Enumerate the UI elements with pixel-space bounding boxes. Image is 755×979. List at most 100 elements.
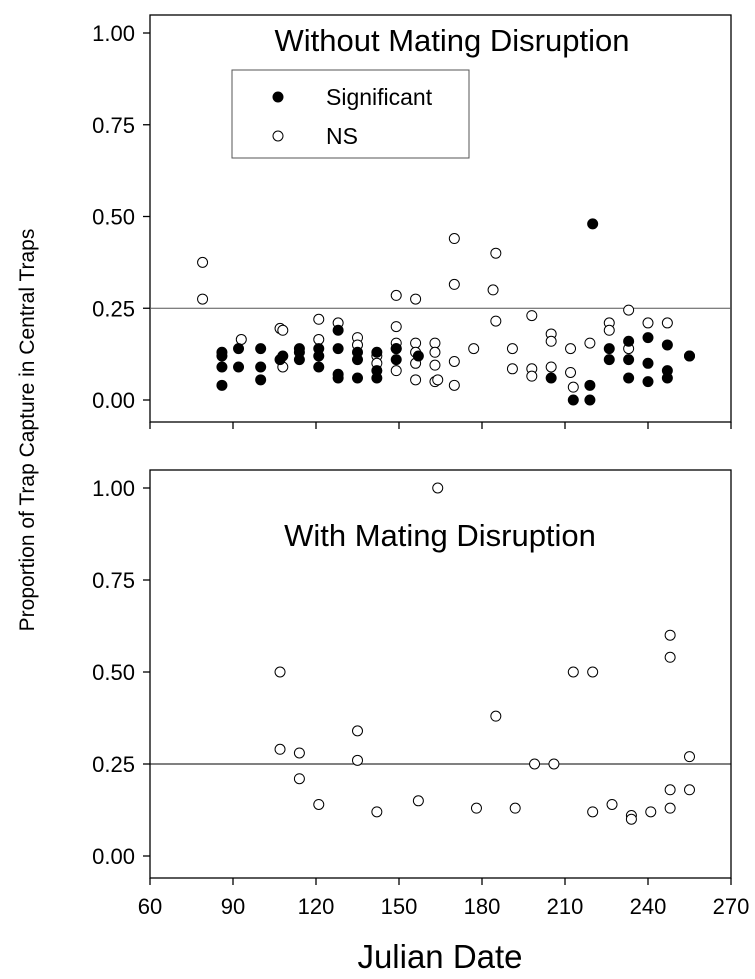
point-ns	[470, 802, 482, 814]
point-significant	[390, 354, 402, 366]
point-significant	[233, 361, 245, 373]
point-ns	[352, 725, 363, 737]
point-significant	[216, 346, 228, 358]
x-tick-label: 120	[298, 894, 335, 919]
point-significant	[390, 343, 402, 355]
point-ns	[526, 370, 538, 382]
point-ns	[509, 802, 521, 814]
point-ns	[448, 379, 460, 391]
point-ns	[625, 813, 637, 825]
y-tick-label: 1.00	[92, 21, 135, 46]
point-ns	[545, 335, 557, 347]
point-significant	[642, 332, 654, 344]
point-significant	[332, 368, 344, 380]
point-ns	[642, 317, 654, 329]
y-axis-top: 0.00 0.25 0.50 0.75 1.00	[92, 21, 150, 413]
point-significant	[216, 379, 228, 391]
x-tick-label: 210	[547, 894, 584, 919]
points-top	[197, 218, 695, 406]
x-tick-label: 240	[630, 894, 667, 919]
legend-label-ns: NS	[326, 123, 358, 149]
point-ns	[390, 321, 402, 333]
point-ns	[412, 795, 424, 807]
point-significant	[587, 218, 599, 230]
point-ns	[490, 247, 502, 259]
point-significant	[371, 365, 383, 377]
point-significant	[216, 361, 228, 373]
point-ns	[448, 355, 460, 367]
point-ns	[645, 806, 657, 818]
point-ns	[664, 802, 676, 814]
point-significant	[293, 343, 305, 355]
point-ns	[235, 333, 247, 345]
point-ns	[410, 337, 422, 349]
point-ns	[664, 629, 676, 641]
point-ns	[684, 784, 695, 796]
point-ns	[432, 482, 444, 494]
point-significant	[412, 350, 424, 362]
point-ns	[293, 747, 305, 759]
x-axis-bottom: 60 90 120 150 180 210 240 270	[138, 878, 749, 919]
point-ns	[293, 773, 305, 785]
point-ns	[432, 374, 444, 386]
point-significant	[623, 335, 635, 347]
plot-frame-top	[149, 14, 732, 423]
point-ns	[603, 324, 615, 336]
point-significant	[313, 343, 325, 355]
point-ns	[429, 337, 441, 349]
point-significant	[603, 343, 615, 355]
point-ns	[587, 666, 599, 678]
point-significant	[352, 346, 363, 358]
x-tick-label: 60	[138, 894, 162, 919]
point-ns	[565, 366, 577, 378]
point-ns	[664, 651, 676, 663]
legend-box	[231, 69, 470, 159]
point-significant	[371, 346, 383, 358]
legend-symbol-significant	[272, 91, 284, 103]
point-ns	[429, 346, 441, 358]
point-ns	[490, 710, 502, 722]
legend-label-significant: Significant	[326, 84, 433, 110]
point-ns	[197, 293, 209, 305]
panel-with-disruption: 0.00 0.25 0.50 0.75 1.00 60 90 120 150 180 210 240…	[92, 469, 749, 919]
point-ns	[448, 278, 460, 290]
y-tick-label: 0.75	[92, 568, 135, 593]
point-ns	[274, 743, 286, 755]
point-ns	[390, 365, 402, 377]
point-ns	[429, 359, 441, 371]
point-significant	[584, 394, 596, 406]
point-ns	[584, 337, 596, 349]
point-ns	[468, 343, 480, 355]
y-tick-label: 0.50	[92, 660, 135, 685]
point-ns	[545, 361, 557, 373]
y-tick-label: 0.00	[92, 844, 135, 869]
point-significant	[313, 361, 325, 373]
x-ticks-top	[149, 422, 732, 429]
y-axis-bottom: 0.00 0.25 0.50 0.75 1.00	[92, 476, 150, 869]
y-axis-title: Proportion of Trap Capture in Central Tr…	[16, 229, 39, 632]
point-ns	[371, 806, 383, 818]
point-ns	[313, 798, 325, 810]
y-tick-label: 0.50	[92, 205, 135, 230]
panel-title-bottom: With Mating Disruption	[284, 518, 596, 553]
legend: Significant NS	[231, 69, 470, 159]
point-ns	[587, 806, 599, 818]
x-tick-label: 180	[464, 894, 501, 919]
point-ns	[277, 324, 289, 336]
point-ns	[313, 313, 325, 325]
point-ns	[506, 363, 518, 375]
point-significant	[277, 350, 289, 362]
y-tick-label: 1.00	[92, 476, 135, 501]
point-ns	[352, 754, 363, 766]
point-significant	[255, 343, 267, 355]
point-ns	[506, 343, 518, 355]
point-significant	[661, 339, 673, 351]
point-significant	[584, 379, 596, 391]
point-ns	[606, 798, 618, 810]
panel-title-top: Without Mating Disruption	[275, 23, 630, 58]
point-ns	[410, 374, 422, 386]
point-ns	[526, 310, 538, 322]
panel-without-disruption: 0.00 0.25 0.50 0.75 1.00 Without Mating Disr…	[92, 14, 732, 429]
point-ns	[448, 233, 460, 245]
